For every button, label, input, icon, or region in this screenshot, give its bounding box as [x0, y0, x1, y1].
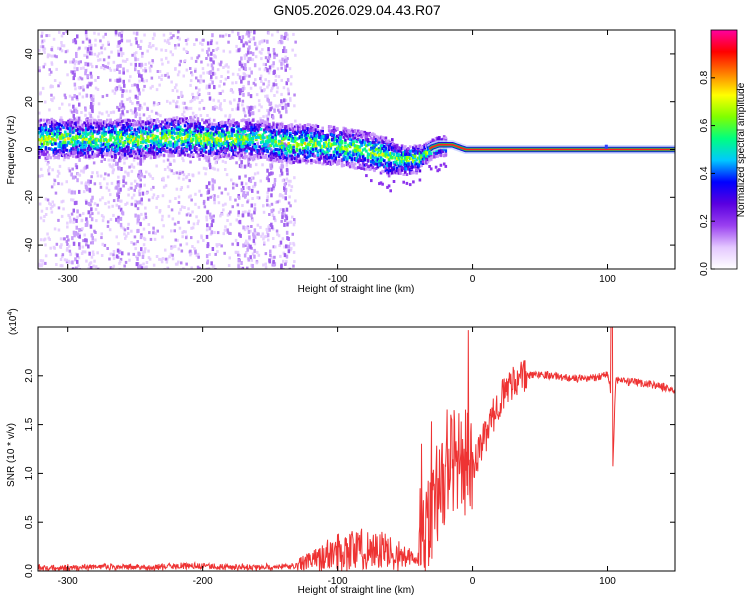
figure-title: GN05.2026.029.04.43.R07: [273, 2, 441, 18]
snr-y-tick-label: 0.5: [24, 515, 35, 529]
snr-series: [38, 327, 675, 571]
spectrogram-band: [38, 116, 448, 193]
spectrogram-y-tick-label: -40: [24, 237, 35, 252]
spectrogram-bright-line: [426, 140, 675, 154]
spectrogram-y-tick-label: 0: [24, 146, 35, 152]
colorbar-tick-label: 0.2: [699, 214, 710, 228]
colorbar-tick-label: 0.6: [699, 118, 710, 132]
spectrogram-x-tick-label: 100: [599, 274, 616, 285]
snr-scale-label: (x104): [7, 308, 19, 335]
spectrogram-y-tick-label: 40: [24, 48, 35, 60]
spectrogram-y-tick-label: 20: [24, 96, 35, 108]
spectrogram-x-axis-label: Height of straight line (km): [298, 284, 415, 295]
snr-frame: [37, 326, 676, 572]
snr-y-tick-label: 0.0: [24, 564, 35, 578]
colorbar-ticks: 0.0 0.2 0.4 0.6 0.8: [699, 70, 715, 276]
snr-scale-exponent: 4: [7, 312, 14, 316]
spectrogram-y-tick-label: -20: [24, 190, 35, 205]
snr-x-tick-label: -200: [193, 576, 213, 587]
spectrogram-x-tick-label: -300: [58, 274, 78, 285]
colorbar-tick-label: 0.4: [699, 166, 710, 180]
spectrogram-y-axis-label: Frequency (Hz): [6, 116, 17, 185]
colorbar: 0.0 0.2 0.4 0.6 0.8 Normalized spectral ampl…: [699, 29, 747, 276]
spectrogram-vertical-streaks: [70, 30, 291, 269]
spectrogram-x-tick-label: 0: [470, 274, 476, 285]
colorbar-label: Normalized spectral amplitude: [736, 82, 747, 217]
spectrogram-x-tick-label: -200: [193, 274, 213, 285]
snr-scale-suffix: ): [8, 308, 19, 311]
snr-x-tick-label: 0: [470, 576, 476, 587]
snr-y-tick-label: 2.0: [24, 368, 35, 382]
snr-y-axis-label: SNR (10 * v/v): [6, 423, 17, 487]
snr-y-tick-label: 1.5: [24, 417, 35, 431]
spectrogram-x-tick-label: -100: [328, 274, 348, 285]
spectrogram-heatmap: [38, 30, 675, 269]
snr-panel: -300 -200 -100 0 100 0.0 0.5 1.0 1.5 2.0 Height o…: [6, 308, 676, 596]
colorbar-gradient: [710, 29, 738, 270]
snr-x-tick-label: -100: [328, 576, 348, 587]
snr-x-tick-label: -300: [58, 576, 78, 587]
snr-x-tick-label: 100: [599, 576, 616, 587]
colorbar-tick-label: 0.8: [699, 70, 710, 84]
snr-scale-prefix: (x10: [8, 315, 19, 335]
snr-axes: -300 -200 -100 0 100 0.0 0.5 1.0 1.5 2.0: [24, 327, 675, 587]
snr-line: [38, 327, 675, 571]
snr-x-axis-label: Height of straight line (km): [298, 585, 415, 596]
colorbar-tick-label: 0.0: [699, 262, 710, 276]
snr-y-tick-label: 1.0: [24, 466, 35, 480]
